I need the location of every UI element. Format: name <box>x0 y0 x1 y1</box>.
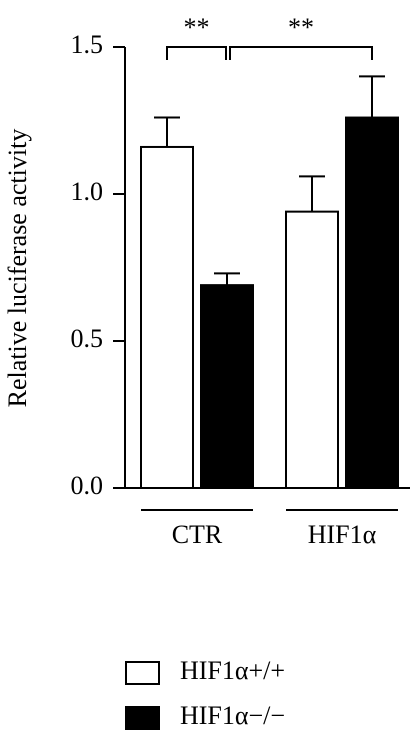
y-tick-label: 1.5 <box>71 30 104 59</box>
error-bar <box>154 116 180 147</box>
significance-bracket <box>229 46 373 60</box>
bar <box>285 210 339 489</box>
x-tick-label: HIF1α <box>308 520 377 549</box>
x-tick-label: CTR <box>172 520 223 549</box>
y-tick-label: 0.0 <box>71 471 104 500</box>
error-bar <box>299 175 325 212</box>
legend-swatch <box>125 661 160 685</box>
legend-label: HIF1α−/− <box>180 701 285 730</box>
legend-label: HIF1α+/+ <box>180 656 285 685</box>
y-tick-label: 1.0 <box>71 177 104 206</box>
bar <box>345 116 399 489</box>
bar <box>200 284 254 490</box>
significance-bracket <box>166 46 227 60</box>
bar <box>140 145 194 490</box>
error-bar <box>359 75 385 118</box>
y-tick-label: 0.5 <box>71 324 104 353</box>
legend-swatch <box>125 706 160 730</box>
error-bar <box>214 272 240 286</box>
significance-label: ** <box>184 13 210 42</box>
y-axis-label: Relative luciferase activity <box>3 129 32 408</box>
significance-label: ** <box>288 13 314 42</box>
